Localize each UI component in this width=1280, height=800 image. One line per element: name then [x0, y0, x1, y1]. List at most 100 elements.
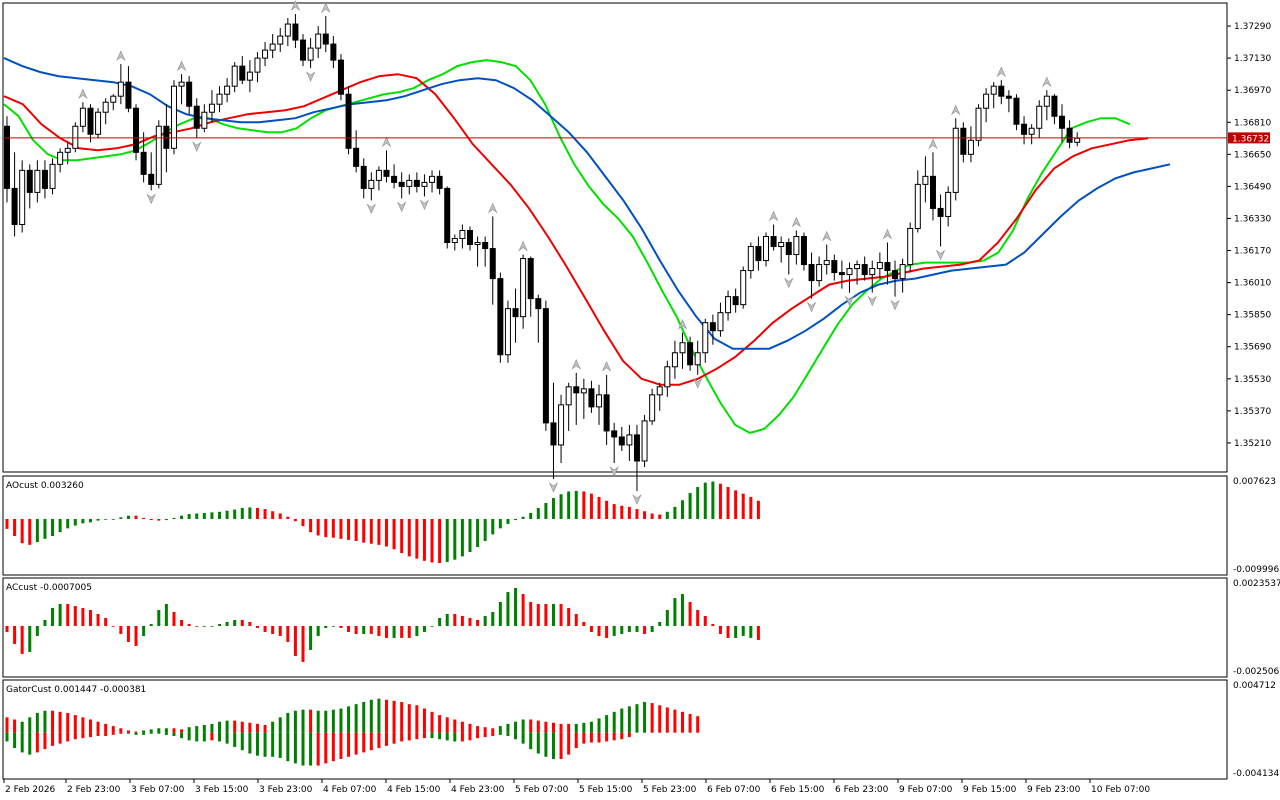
- gator-lower-bar: [605, 732, 609, 742]
- histogram-bar: [681, 594, 685, 626]
- histogram-bar: [157, 610, 161, 626]
- candle-body: [937, 207, 944, 217]
- candle-body: [1028, 127, 1035, 135]
- histogram-bar: [741, 625, 745, 636]
- histogram-bar: [88, 518, 92, 523]
- histogram-bar: [164, 518, 168, 521]
- candle-body: [876, 262, 883, 270]
- fractal-up-marker: [601, 361, 612, 372]
- candlesticks: [4, 14, 1081, 492]
- histogram-bar: [635, 509, 639, 519]
- candle-body: [345, 93, 352, 149]
- price-tick-label: 1.36330: [1234, 214, 1271, 224]
- histogram-bar: [567, 608, 571, 626]
- gator-upper-bar: [271, 721, 275, 733]
- fractal-up-marker: [768, 210, 779, 222]
- gator-upper-bar: [643, 701, 647, 733]
- histogram-bar: [407, 518, 411, 557]
- fractal-up-marker: [488, 202, 498, 214]
- time-label: 3 Feb 07:00: [131, 785, 185, 795]
- histogram-bar: [589, 625, 593, 632]
- candle-body: [603, 394, 610, 432]
- histogram-bar: [491, 518, 495, 535]
- candle-body: [1066, 127, 1073, 143]
- gator-upper-bar: [339, 708, 343, 733]
- gator-lower-bar: [620, 732, 624, 740]
- gator-upper-bar: [88, 719, 92, 733]
- time-label: 3 Feb 23:00: [259, 785, 313, 795]
- fractal-down-marker: [632, 494, 642, 505]
- gator-upper-bar: [415, 705, 419, 733]
- gator-upper-bar: [240, 721, 244, 733]
- candle-body: [633, 434, 640, 462]
- candle-body: [687, 342, 694, 366]
- histogram-bar: [286, 516, 290, 519]
- candle-body: [163, 125, 170, 149]
- gator-lower-bar: [157, 732, 161, 734]
- gator-upper-bar: [567, 723, 571, 733]
- candle-body: [231, 65, 238, 87]
- histogram-bar: [468, 518, 472, 553]
- candle-body: [34, 169, 41, 193]
- histogram-bar: [749, 496, 753, 519]
- gator-lower-bar: [536, 732, 540, 754]
- gator-upper-bar: [331, 709, 335, 733]
- gator-upper-bar: [324, 710, 328, 733]
- candle-body: [747, 246, 754, 272]
- fractal-up-marker: [996, 66, 1007, 78]
- histogram-bar: [240, 507, 244, 519]
- candle-body: [186, 81, 193, 107]
- candle-body: [330, 43, 337, 61]
- candle-body: [861, 264, 868, 276]
- gator-lower-bar: [126, 732, 130, 734]
- histogram-bar: [460, 518, 464, 557]
- ac-panel-frame: [2, 577, 1228, 678]
- gator-upper-bar: [665, 707, 669, 733]
- fractal-down-marker: [609, 466, 619, 477]
- histogram-bar: [362, 518, 366, 543]
- candle-body: [49, 163, 56, 189]
- gator-upper-bar: [582, 722, 586, 733]
- fractal-down-marker: [806, 301, 817, 313]
- gator-upper-bar: [58, 711, 62, 733]
- histogram-bar: [658, 514, 662, 519]
- fractal-down-marker: [366, 203, 377, 215]
- candle-body: [709, 322, 716, 332]
- histogram-bar: [643, 625, 647, 634]
- gator-lower-bar: [392, 732, 396, 744]
- histogram-bar: [347, 625, 351, 632]
- candle-body: [110, 95, 117, 103]
- candle-body: [57, 151, 64, 165]
- histogram-bar: [430, 625, 434, 627]
- candle-body: [117, 81, 124, 97]
- histogram-bar: [392, 518, 396, 550]
- histogram-bar: [187, 623, 191, 626]
- candle-body: [504, 308, 511, 356]
- histogram-bar: [756, 625, 760, 640]
- histogram-bar: [324, 625, 328, 628]
- candle-body: [375, 169, 382, 181]
- histogram-bar: [688, 602, 692, 626]
- fractal-up-marker: [381, 136, 392, 148]
- histogram-bar: [263, 625, 267, 632]
- gator-upper-bar: [514, 721, 518, 733]
- histogram-bar: [749, 625, 753, 638]
- candle-body: [436, 175, 443, 189]
- candle-body: [360, 165, 367, 189]
- histogram-bar: [605, 500, 609, 519]
- candle-body: [201, 111, 208, 129]
- gator-lower-bar: [58, 732, 62, 744]
- histogram-bar: [248, 507, 252, 519]
- gator-upper-bar: [81, 717, 85, 733]
- histogram-bar: [536, 507, 540, 519]
- histogram-bar: [453, 518, 457, 560]
- histogram-bar: [544, 503, 548, 519]
- gator-lower-bar: [362, 732, 366, 753]
- histogram-bar: [582, 491, 586, 519]
- gator-lower-bar: [119, 732, 123, 734]
- histogram-bar: [347, 518, 351, 540]
- candle-body: [983, 93, 990, 109]
- gator-upper-bar: [551, 722, 555, 733]
- time-label: 9 Feb 23:00: [1027, 785, 1081, 795]
